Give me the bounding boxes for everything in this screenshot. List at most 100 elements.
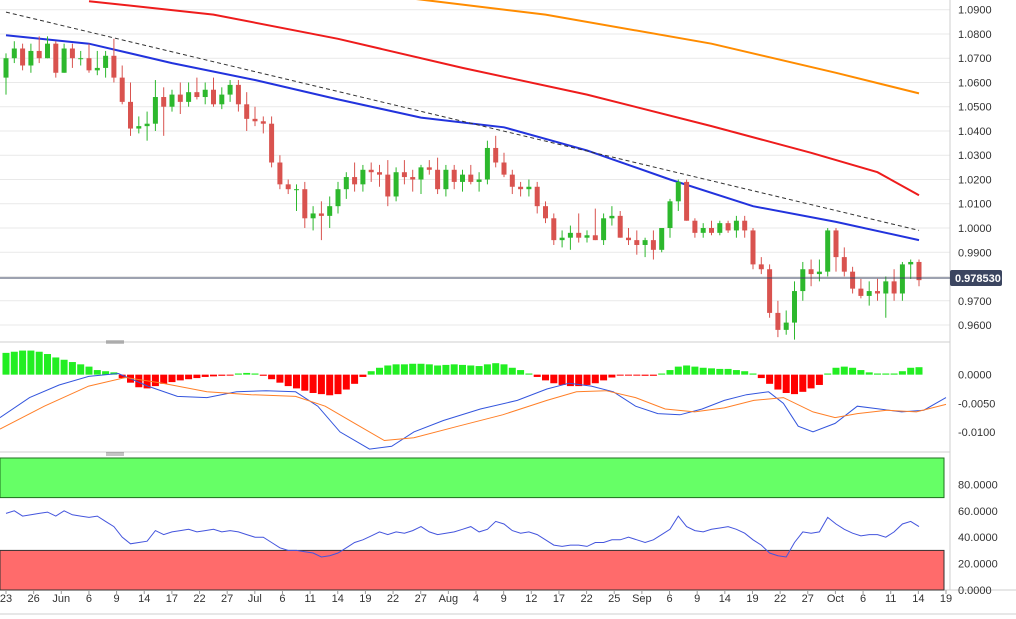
x-tick-label: 14	[912, 593, 924, 605]
price-tick-label: 1.0700	[958, 53, 992, 65]
macd-histogram-bar	[558, 374, 566, 385]
candle-body	[45, 43, 50, 59]
candle-body	[144, 123, 150, 127]
candle-body	[659, 228, 665, 250]
candle-body	[86, 58, 92, 71]
macd-histogram-bar	[251, 373, 259, 375]
macd-histogram-bar	[102, 371, 110, 375]
candle-body	[783, 322, 789, 330]
macd-histogram-bar	[160, 374, 168, 384]
macd-histogram-bar	[874, 373, 881, 375]
macd-histogram-bar	[425, 364, 433, 375]
price-tick-label: 1.0100	[958, 199, 992, 211]
macd-histogram-bar	[467, 365, 475, 375]
x-tick-label: 19	[359, 593, 371, 605]
macd-histogram-bar	[542, 374, 549, 381]
candle-body	[202, 89, 208, 98]
trendline	[5, 11, 920, 231]
candle-body	[543, 206, 548, 219]
candle-body	[169, 94, 175, 107]
candle-body	[534, 186, 540, 207]
candle-body	[609, 215, 615, 219]
panel-resize-handle[interactable]	[106, 340, 124, 344]
macd-histogram-bar	[832, 367, 840, 375]
macd-histogram-bar	[243, 372, 251, 375]
candle-body	[626, 237, 631, 241]
candle-body	[277, 162, 283, 185]
macd-histogram-bar	[19, 350, 27, 375]
candle-body	[352, 177, 358, 185]
macd-histogram-bar	[774, 374, 782, 390]
candle-body	[484, 147, 490, 180]
candle-body	[850, 271, 856, 289]
macd-histogram-bar	[44, 354, 51, 375]
sma-mid-line	[88, 0, 920, 197]
candle-body	[576, 232, 582, 238]
macd-histogram-bar	[143, 374, 151, 389]
candle-body	[244, 104, 250, 119]
candle-body	[642, 240, 648, 245]
candle-body	[119, 77, 125, 102]
candle-body	[360, 169, 366, 185]
rsi-tick-label: 0.0000	[958, 585, 992, 597]
candle-body	[592, 235, 598, 241]
macd-histogram-bar	[400, 364, 408, 375]
price-tick-label: 1.0200	[958, 174, 992, 186]
price-tick-label: 0.9600	[958, 320, 992, 332]
x-tick-label: 27	[221, 593, 233, 605]
candle-body	[186, 92, 192, 102]
price-tick-label: 1.0500	[958, 102, 992, 114]
macd-histogram-bar	[741, 371, 749, 375]
candle-body	[418, 167, 424, 180]
candle-body	[451, 169, 457, 182]
macd-histogram-bar	[201, 374, 209, 377]
candle-body	[269, 123, 275, 163]
panel-resize-handle[interactable]	[106, 452, 124, 456]
candle-body	[916, 261, 922, 281]
candle-body	[177, 94, 183, 102]
rsi-lines	[5, 510, 920, 558]
x-tick-label: 6	[860, 593, 866, 605]
macd-histogram-bar	[52, 357, 60, 375]
macd-histogram-bar	[334, 374, 342, 395]
candle-body	[858, 288, 864, 296]
macd-histogram-bar	[10, 351, 18, 375]
x-tick-label: 12	[525, 593, 537, 605]
candle-body	[335, 189, 341, 207]
candle-body	[833, 230, 839, 258]
macd-histogram-bar	[641, 374, 649, 376]
candle-body	[526, 186, 532, 190]
macd-histogram-bar	[60, 359, 68, 375]
candle-body	[684, 181, 690, 221]
candle-body	[294, 189, 299, 191]
candle-body	[302, 189, 308, 219]
macd-histogram-bar	[317, 374, 325, 395]
macd-histogram-bar	[135, 374, 143, 388]
candle-body	[460, 174, 465, 182]
macd-histogram-bar	[276, 374, 284, 383]
macd-histogram-bar	[234, 373, 242, 375]
macd-histogram-bar	[210, 374, 217, 377]
macd-tick-label: -0.0100	[958, 427, 995, 439]
macd-histogram-bar	[807, 374, 815, 389]
macd-histogram-bar	[218, 374, 226, 376]
candle-body	[800, 269, 806, 292]
macd-histogram-bar	[591, 374, 599, 384]
macd-histogram-bar	[301, 374, 309, 391]
candle-body	[368, 169, 374, 173]
x-tick-label: 27	[802, 593, 814, 605]
macd-histogram-bar	[508, 367, 516, 375]
macd-histogram-bar	[898, 371, 906, 375]
candle-body	[3, 58, 9, 78]
x-tick-label: Jun	[52, 593, 70, 605]
macd-histogram-bar	[525, 373, 533, 375]
macd-histogram-bar	[342, 374, 350, 390]
last-price-label: 0.978530	[955, 273, 1001, 285]
candle-body	[692, 220, 698, 233]
x-tick-label: Aug	[439, 593, 459, 605]
candle-body	[136, 126, 142, 129]
macd-histogram-bar	[359, 374, 367, 377]
candle-body	[61, 48, 67, 73]
x-tick-label: 17	[553, 593, 565, 605]
